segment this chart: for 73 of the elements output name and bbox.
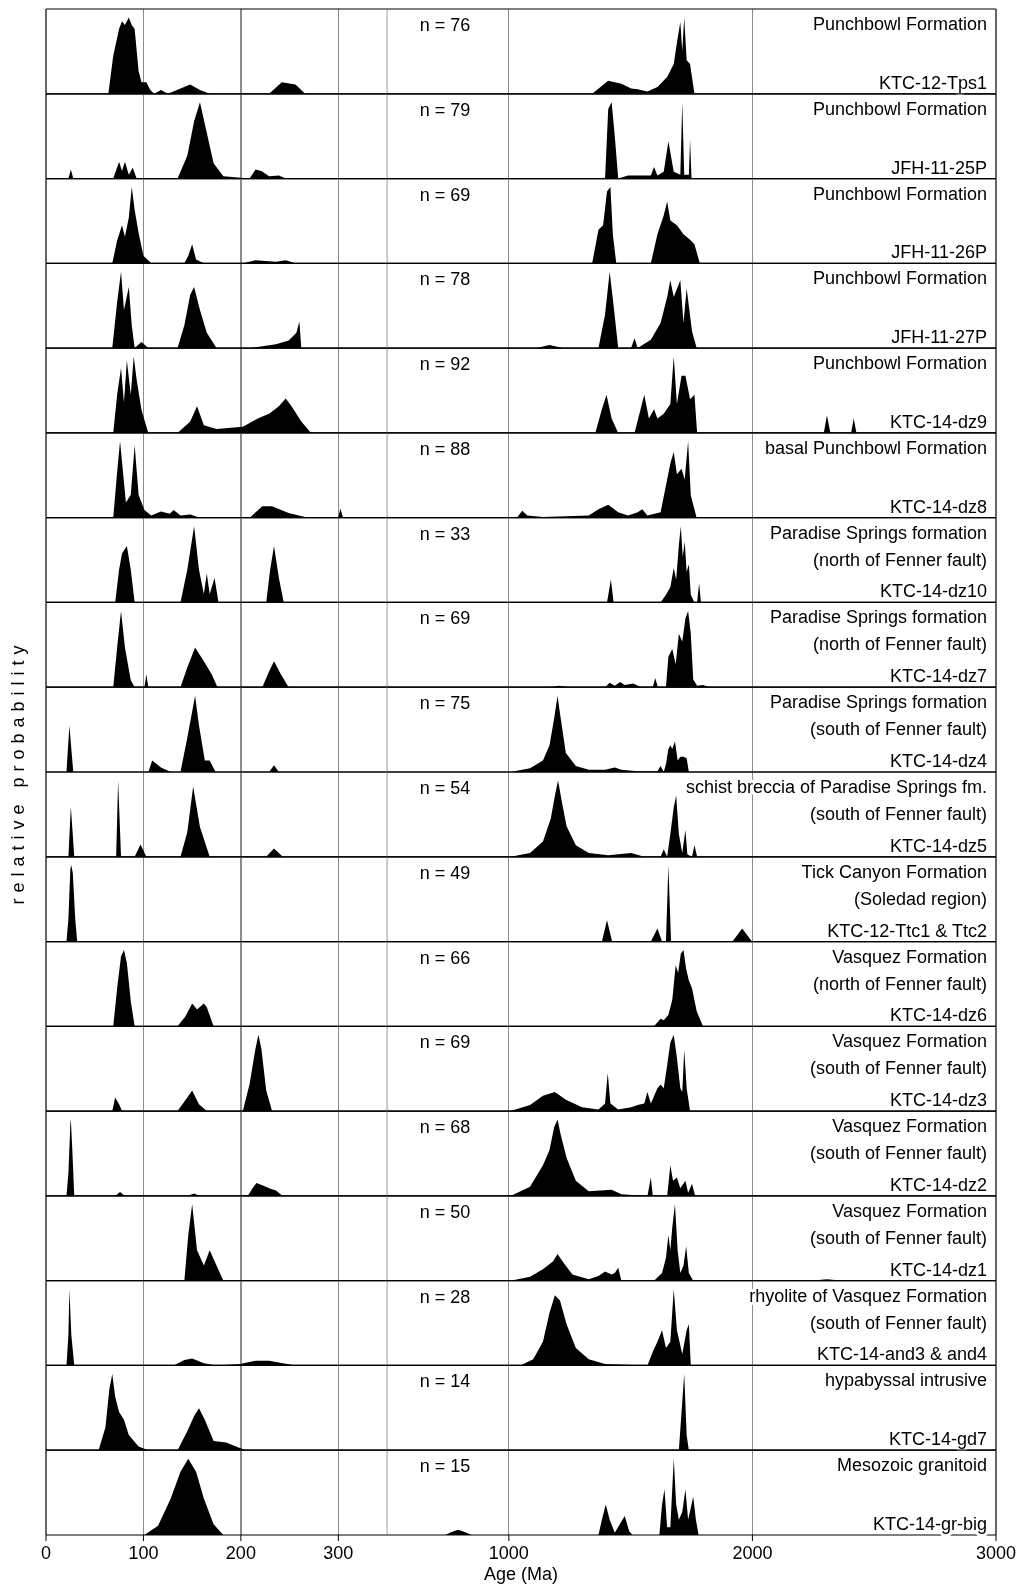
annotation: n = 69 — [419, 184, 471, 205]
annotation: JFH-11-27P — [891, 327, 987, 348]
annotation: n = 79 — [419, 99, 471, 120]
y-axis-title: relative probability — [8, 639, 28, 905]
annotation: n = 28 — [419, 1286, 471, 1307]
x-tick-label: 0 — [40, 1543, 52, 1563]
annotation: n = 54 — [419, 778, 471, 798]
annotation: KTC-12-Ttc1 & Ttc2 — [827, 920, 987, 941]
annotation: (south of Fenner fault) — [809, 1058, 987, 1079]
annotation: n = 68 — [419, 1117, 471, 1138]
annotation: (north of Fenner fault) — [812, 973, 987, 994]
annotation: n = 69 — [419, 1032, 471, 1053]
annotation: Paradise Springs formation — [769, 692, 987, 713]
annotation: n = 78 — [419, 269, 471, 290]
annotation: n = 14 — [419, 1371, 471, 1392]
annotation: rhyolite of Vasquez Formation — [749, 1285, 987, 1306]
x-tick-label: 100 — [128, 1543, 159, 1563]
annotation: KTC-12-Tps1 — [878, 72, 987, 93]
annotation: KTC-14-dz9 — [889, 411, 987, 432]
annotation: n = 66 — [419, 947, 471, 968]
annotation: Paradise Springs formation — [769, 607, 987, 628]
annotation: (north of Fenner fault) — [812, 549, 987, 570]
x-tick-label: 2000 — [732, 1543, 773, 1563]
annotation: (south of Fenner fault) — [809, 1227, 987, 1248]
x-tick-label: 3000 — [975, 1543, 1017, 1563]
annotation: KTC-14-dz2 — [889, 1174, 987, 1195]
annotation: n = 69 — [419, 608, 471, 629]
annotation: Tick Canyon Formation — [801, 861, 987, 882]
annotation: KTC-14-dz3 — [889, 1090, 987, 1111]
annotation: Punchbowl Formation — [812, 353, 987, 374]
annotation: (north of Fenner fault) — [812, 634, 987, 655]
x-tick-label: 200 — [225, 1543, 256, 1563]
annotation: (Soledad region) — [853, 888, 987, 909]
annotation: KTC-14-and3 & and4 — [816, 1344, 987, 1365]
annotation: KTC-14-dz1 — [889, 1259, 987, 1280]
annotation: KTC-14-dz8 — [889, 496, 987, 517]
annotation: KTC-14-dz7 — [889, 666, 987, 687]
annotation: n = 33 — [419, 523, 471, 544]
annotation: Paradise Springs formation — [769, 522, 987, 543]
annotation: Punchbowl Formation — [812, 268, 987, 289]
annotation: (south of Fenner fault) — [809, 804, 987, 824]
x-axis-title: Age (Ma) — [483, 1564, 559, 1584]
annotation: Punchbowl Formation — [812, 98, 987, 119]
annotation: n = 76 — [419, 15, 471, 35]
annotation: Punchbowl Formation — [812, 14, 987, 34]
annotation: n = 50 — [419, 1201, 471, 1222]
annotation: JFH-11-26P — [891, 242, 987, 263]
annotation: KTC-14-dz4 — [889, 751, 987, 771]
x-tick-label: 300 — [323, 1543, 354, 1563]
annotation: schist breccia of Paradise Springs fm. — [685, 777, 987, 797]
annotation: n = 49 — [419, 862, 471, 883]
annotation: (south of Fenner fault) — [809, 719, 987, 740]
annotation: KTC-14-gr-big — [872, 1514, 987, 1534]
annotation: Vasquez Formation — [832, 1031, 987, 1052]
annotation: Vasquez Formation — [832, 1200, 987, 1221]
annotation: KTC-14-dz6 — [889, 1005, 987, 1026]
annotation: n = 15 — [419, 1456, 471, 1477]
annotation: Punchbowl Formation — [812, 183, 987, 204]
annotation: Vasquez Formation — [832, 946, 987, 967]
annotation: KTC-14-gd7 — [888, 1429, 987, 1450]
annotation: (south of Fenner fault) — [809, 1143, 987, 1164]
annotation: hypabyssal intrusive — [824, 1370, 987, 1391]
annotation: Vasquez Formation — [832, 1116, 987, 1137]
annotation: n = 92 — [419, 354, 471, 375]
annotation: n = 75 — [419, 693, 471, 714]
annotation: n = 88 — [419, 438, 471, 459]
annotation: (south of Fenner fault) — [809, 1312, 987, 1333]
annotation: basal Punchbowl Formation — [764, 437, 987, 458]
annotation: KTC-14-dz5 — [889, 835, 987, 856]
annotation: JFH-11-25P — [891, 157, 987, 178]
annotation: Mesozoic granitoid — [836, 1455, 987, 1476]
x-tick-label: 1000 — [488, 1543, 529, 1563]
annotation: KTC-14-dz10 — [879, 581, 987, 602]
